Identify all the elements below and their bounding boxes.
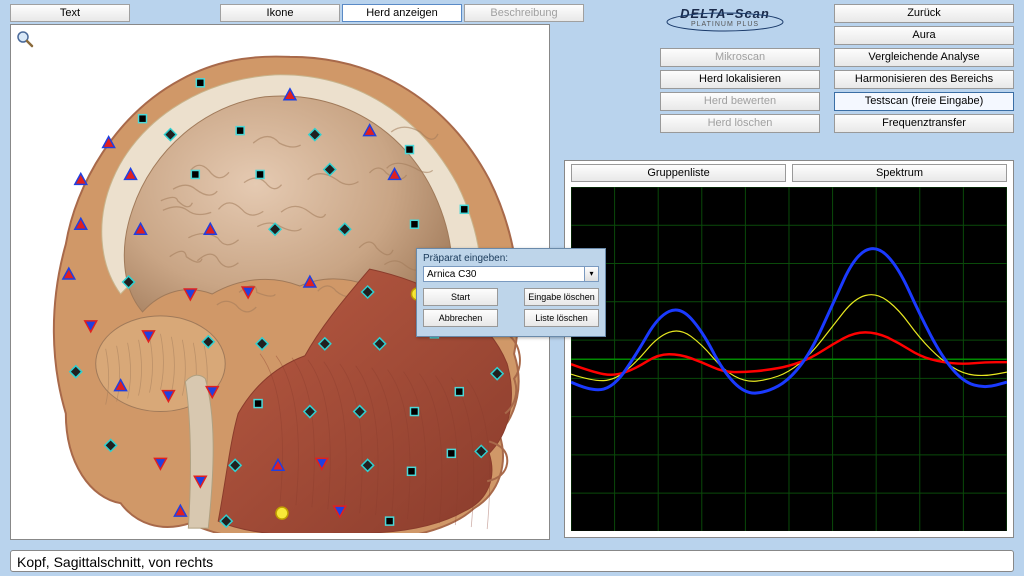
liste-loeschen-button[interactable]: Liste löschen [524,309,599,327]
marker[interactable] [447,449,455,457]
harmonisieren-button[interactable]: Harmonisieren des Bereichs [834,70,1014,89]
tab-text[interactable]: Text [10,4,130,22]
tab-spektrum[interactable]: Spektrum [792,164,1007,182]
marker[interactable] [410,220,418,228]
frequenztransfer-button[interactable]: Frequenztransfer [834,114,1014,133]
marker[interactable] [406,146,414,154]
chart-panel: Gruppenliste Spektrum [564,160,1014,538]
tab-gruppenliste[interactable]: Gruppenliste [571,164,786,182]
abbrechen-button[interactable]: Abbrechen [423,309,498,327]
status-bar: Kopf, Sagittalschnitt, von rechts [10,550,1014,572]
marker[interactable] [191,170,199,178]
tab-ikone[interactable]: Ikone [220,4,340,22]
marker[interactable] [139,115,147,123]
praeparat-input[interactable] [423,266,585,282]
marker[interactable] [254,400,262,408]
marker[interactable] [276,507,288,519]
zurueck-button[interactable]: Zurück [834,4,1014,23]
marker[interactable] [236,127,244,135]
tab-herd-anzeigen[interactable]: Herd anzeigen [342,4,462,22]
marker[interactable] [256,170,264,178]
marker[interactable] [196,79,204,87]
start-button[interactable]: Start [423,288,498,306]
dropdown-icon[interactable]: ▾ [585,266,599,282]
praeparat-dialog: Präparat eingeben: ▾ Start Eingabe lösch… [416,248,606,337]
aura-button[interactable]: Aura [834,26,1014,45]
marker[interactable] [75,173,87,184]
marker[interactable] [410,408,418,416]
tab-beschreibung: Beschreibung [464,4,584,22]
testscan-button[interactable]: Testscan (freie Eingabe) [834,92,1014,111]
mikroscan-button: Mikroscan [660,48,820,67]
logo: DELTA–Scan PLATINUM PLUS [670,6,780,28]
vergleichende-analyse-button[interactable]: Vergleichende Analyse [834,48,1014,67]
spectrum-chart [571,187,1007,531]
marker[interactable] [407,467,415,475]
herd-lokalisieren-button[interactable]: Herd lokalisieren [660,70,820,89]
right-button-column: Zurück Aura Vergleichende Analyse Harmon… [834,4,1014,133]
chart-tabs: Gruppenliste Spektrum [571,164,1007,182]
top-tabs: Text Ikone Herd anzeigen Beschreibung [10,4,584,22]
marker[interactable] [386,517,394,525]
herd-bewerten-button: Herd bewerten [660,92,820,111]
eingabe-loeschen-button[interactable]: Eingabe löschen [524,288,599,306]
logo-swoosh-icon [665,8,785,40]
marker[interactable] [455,388,463,396]
mid-button-column: Mikroscan Herd lokalisieren Herd bewerte… [660,48,820,133]
herd-loeschen-button: Herd löschen [660,114,820,133]
dialog-label: Präparat eingeben: [423,253,599,264]
marker[interactable] [460,205,468,213]
